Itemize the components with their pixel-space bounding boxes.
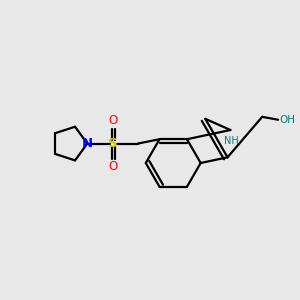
- Text: NH: NH: [224, 136, 239, 146]
- Text: O: O: [109, 160, 118, 173]
- Text: N: N: [82, 137, 93, 150]
- Text: OH: OH: [280, 115, 296, 125]
- Text: S: S: [109, 137, 118, 150]
- Text: O: O: [109, 114, 118, 127]
